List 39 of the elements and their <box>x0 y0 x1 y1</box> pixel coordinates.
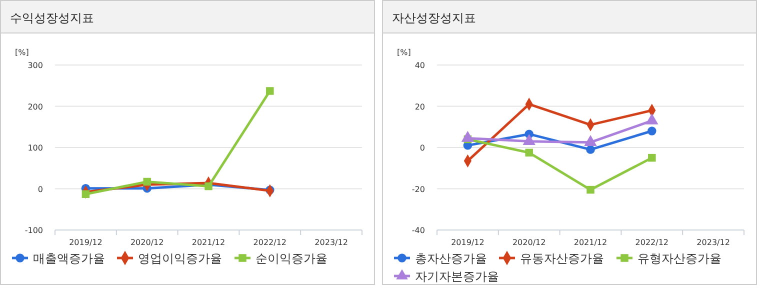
legend-label: 영업이익증가율 <box>138 252 222 266</box>
legend-label: 자기자본증가율 <box>415 270 499 284</box>
y-tick-label: -40 <box>412 226 425 235</box>
legend-label: 순이익증가율 <box>256 252 328 266</box>
x-tick-label: 2023/12 <box>696 238 730 247</box>
x-tick-label: 2021/12 <box>192 238 226 247</box>
x-tick-label: 2023/12 <box>314 238 348 247</box>
x-tick-label: 2020/12 <box>512 238 546 247</box>
point <box>525 148 533 157</box>
point <box>586 145 595 154</box>
y-tick-label: 200 <box>28 102 43 112</box>
y-tick-label: 0 <box>420 144 425 152</box>
y-tick-label: 20 <box>414 102 425 112</box>
y-axis-title: [%] <box>397 48 411 57</box>
point <box>648 154 656 162</box>
y-tick-label: 100 <box>28 144 43 152</box>
point <box>266 87 274 95</box>
legend-label: 매출액증가율 <box>33 252 105 266</box>
y-tick-label: 0 <box>38 184 43 194</box>
legend-label: 총자산증가율 <box>415 252 487 266</box>
y-tick-label: 40 <box>414 61 425 70</box>
point <box>143 178 151 186</box>
legend-label: 유형자산증가율 <box>638 252 722 266</box>
chart-title: 수익성장성지표 <box>10 11 94 25</box>
point <box>586 186 594 194</box>
x-tick-label: 2021/12 <box>574 238 608 247</box>
chart-title: 자산성장성지표 <box>392 11 476 25</box>
y-tick-label: -100 <box>24 226 43 235</box>
point <box>648 126 656 136</box>
legend-label: 유동자산증가율 <box>520 252 604 266</box>
x-tick-label: 2022/12 <box>635 238 669 247</box>
x-tick-label: 2019/12 <box>451 238 484 247</box>
y-tick-label: -20 <box>412 184 425 194</box>
y-tick-label: 300 <box>28 61 43 70</box>
point <box>82 190 90 198</box>
x-tick-label: 2019/12 <box>69 238 102 247</box>
x-tick-label: 2022/12 <box>253 238 287 247</box>
x-tick-label: 2020/12 <box>130 238 164 247</box>
y-axis-title: [%] <box>15 48 29 57</box>
